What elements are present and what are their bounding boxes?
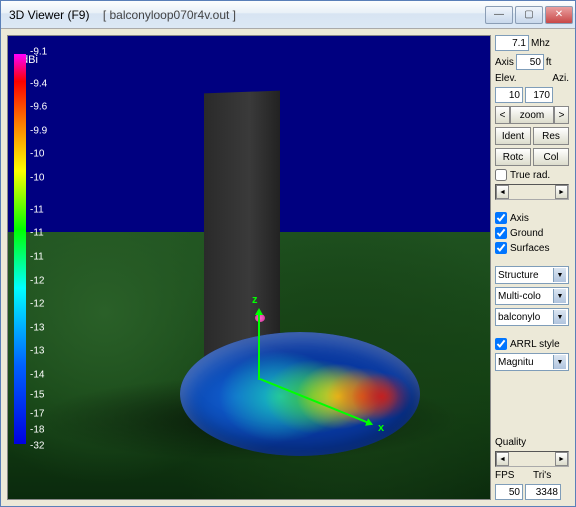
chevron-down-icon: ▼ <box>553 310 566 324</box>
azi-label: Azi. <box>533 73 569 84</box>
zoom-label-button[interactable]: zoom <box>510 106 554 124</box>
elev-label: Elev. <box>495 73 531 84</box>
axis-z-line <box>258 310 260 380</box>
surfaces-checkbox[interactable]: Surfaces <box>495 242 569 254</box>
colorbar-tick: -10 <box>30 173 44 184</box>
app-window: 3D Viewer (F9) [ balconyloop070r4v.out ]… <box>0 0 576 507</box>
zoom-out-button[interactable]: < <box>495 106 510 124</box>
ground-checkbox[interactable]: Ground <box>495 227 569 239</box>
app-title: 3D Viewer (F9) <box>9 8 89 22</box>
colorbar-tick: -12 <box>30 299 44 310</box>
fps-value <box>495 484 523 500</box>
arrl-checkbox[interactable]: ARRL style <box>495 338 569 350</box>
ident-button[interactable]: Ident <box>495 127 531 145</box>
minimize-button[interactable]: — <box>485 6 513 24</box>
colorbar-gradient <box>14 54 26 444</box>
tris-label: Tri's <box>533 470 569 481</box>
quality-label: Quality <box>495 437 569 448</box>
chevron-down-icon: ▼ <box>553 289 566 303</box>
colorbar-tick: -11 <box>30 204 44 215</box>
colorbar-tick: -12 <box>30 275 44 286</box>
origin-marker <box>255 314 265 322</box>
colorbar-tick: -9.1 <box>30 47 47 58</box>
axis-unit: ft <box>546 57 552 68</box>
file-select[interactable]: balconylo▼ <box>495 308 569 326</box>
col-button[interactable]: Col <box>533 148 569 166</box>
colorbar-labels: -9.1-9.4-9.6-9.9-10-10-11-11-11-12-12-13… <box>30 52 56 446</box>
rotc-button[interactable]: Rotc <box>495 148 531 166</box>
close-button[interactable]: ✕ <box>545 6 573 24</box>
titlebar[interactable]: 3D Viewer (F9) [ balconyloop070r4v.out ]… <box>1 1 575 29</box>
loaded-filename: [ balconyloop070r4v.out ] <box>103 8 236 22</box>
axis-input[interactable] <box>516 54 544 70</box>
axis-label: Axis <box>495 57 514 68</box>
fps-label: FPS <box>495 470 531 481</box>
colorbar-tick: -11 <box>30 251 44 262</box>
colorbar-tick: -15 <box>30 389 44 400</box>
azi-input[interactable] <box>525 87 553 103</box>
axis-z-label: z <box>252 294 258 306</box>
structure-select[interactable]: Structure▼ <box>495 266 569 284</box>
viewport-3d[interactable]: z x dBi -9.1-9.4-9.6-9.9-10-10-11-11-11-… <box>7 35 491 500</box>
res-button[interactable]: Res <box>533 127 569 145</box>
control-panel: Mhz Axis ft Elev. Azi. < zoom > Ident <box>495 35 569 500</box>
colorbar-tick: -9.4 <box>30 78 47 89</box>
title-text: 3D Viewer (F9) [ balconyloop070r4v.out ] <box>9 8 485 22</box>
maximize-button[interactable]: ▢ <box>515 6 543 24</box>
colorbar-tick: -17 <box>30 409 44 420</box>
colormode-select[interactable]: Multi-colo▼ <box>495 287 569 305</box>
colorbar-tick: -9.9 <box>30 125 47 136</box>
colorbar-tick: -13 <box>30 322 44 333</box>
colorbar-tick: -9.6 <box>30 102 47 113</box>
quality-slider[interactable]: ◄► <box>495 451 569 467</box>
axis-x-label: x <box>378 422 384 434</box>
axis-checkbox[interactable]: Axis <box>495 212 569 224</box>
elev-input[interactable] <box>495 87 523 103</box>
freq-input[interactable] <box>495 35 529 51</box>
colorbar-tick: -32 <box>30 441 44 452</box>
colorbar-tick: -11 <box>30 228 44 239</box>
truerad-checkbox[interactable]: True rad. <box>495 169 569 181</box>
freq-unit: Mhz <box>531 38 550 49</box>
magnitude-select[interactable]: Magnitu▼ <box>495 353 569 371</box>
colorbar-tick: -14 <box>30 370 44 381</box>
colorbar-tick: -13 <box>30 346 44 357</box>
zoom-in-button[interactable]: > <box>554 106 569 124</box>
chevron-down-icon: ▼ <box>553 268 566 282</box>
truerad-slider[interactable]: ◄► <box>495 184 569 200</box>
tris-value <box>525 484 561 500</box>
chevron-down-icon: ▼ <box>553 355 566 369</box>
colorbar-tick: -18 <box>30 425 44 436</box>
colorbar-tick: -10 <box>30 149 44 160</box>
